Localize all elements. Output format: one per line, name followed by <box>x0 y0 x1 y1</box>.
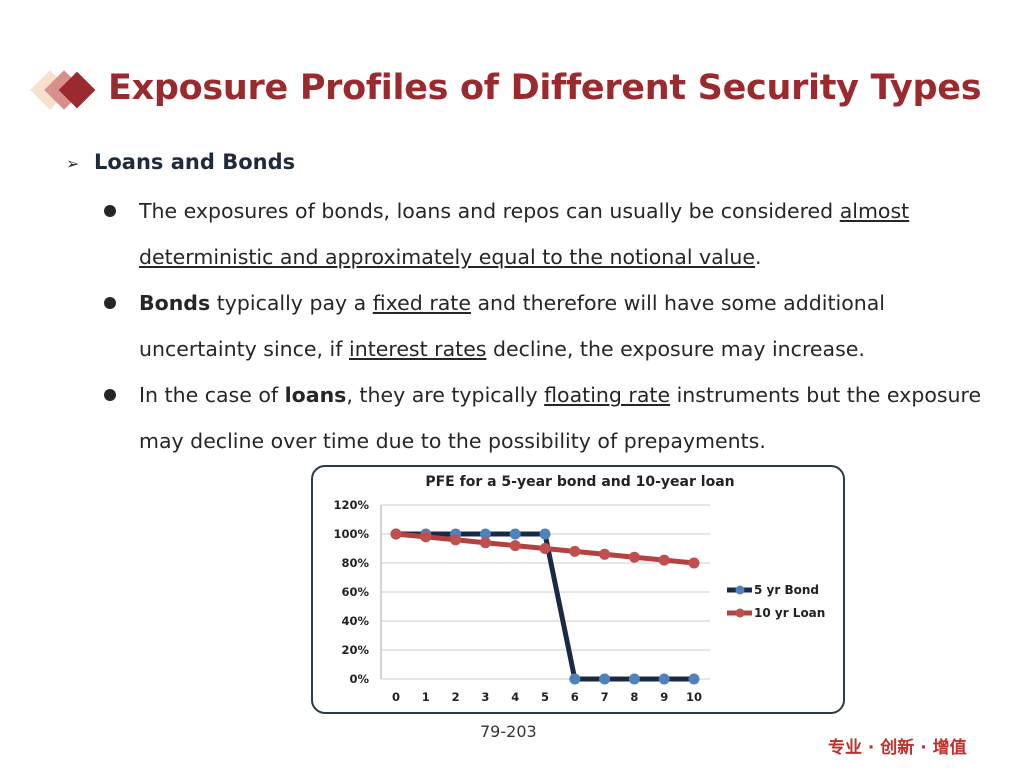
bullet-1: The exposures of bonds, loans and repos … <box>104 188 984 280</box>
bullet-dot-icon <box>104 389 116 401</box>
bullet-dot-icon <box>104 297 116 309</box>
y-tick-label: 120% <box>333 498 369 512</box>
text: The exposures of bonds, loans and repos … <box>139 199 840 223</box>
bold-text: loans <box>284 383 347 407</box>
bullet-dot-icon <box>104 205 116 217</box>
x-tick-label: 1 <box>422 690 430 704</box>
data-point <box>390 528 402 540</box>
data-point <box>658 554 670 566</box>
text: typically pay a <box>210 291 373 315</box>
data-point <box>450 534 462 546</box>
x-tick-label: 4 <box>511 690 519 704</box>
data-point <box>479 537 491 549</box>
bullet-2: Bonds typically pay a fixed rate and the… <box>104 280 984 372</box>
text: instruments but the exposure may decline… <box>139 383 982 453</box>
slogan: 专业 · 创新 · 增值 <box>828 738 967 758</box>
legend-marker <box>735 608 745 618</box>
y-tick-label: 20% <box>341 643 369 657</box>
x-tick-label: 7 <box>601 690 609 704</box>
arrow-bullet-icon: ➢ <box>66 154 80 173</box>
text: decline, the exposure may increase. <box>486 337 865 361</box>
data-point <box>539 528 551 540</box>
y-tick-label: 80% <box>341 556 369 570</box>
data-point <box>479 528 491 540</box>
logo-diamonds-icon <box>30 70 96 110</box>
x-tick-label: 5 <box>541 690 549 704</box>
data-point <box>628 673 640 685</box>
data-point <box>599 548 611 560</box>
data-point <box>658 673 670 685</box>
legend-marker <box>735 585 745 595</box>
bold-text: Bonds <box>139 291 211 315</box>
x-tick-label: 10 <box>686 690 702 704</box>
page-title: Exposure Profiles of Different Security … <box>108 68 982 108</box>
x-tick-label: 6 <box>571 690 579 704</box>
x-tick-label: 2 <box>452 690 460 704</box>
data-point <box>688 557 700 569</box>
underlined-text: interest rates <box>349 337 487 361</box>
x-tick-label: 3 <box>481 690 489 704</box>
text: and therefore will have some additional … <box>139 291 885 361</box>
data-point <box>688 673 700 685</box>
data-point <box>569 545 581 557</box>
legend-label: 5 yr Bond <box>754 583 819 597</box>
y-tick-label: 100% <box>333 527 369 541</box>
section-label: Loans and Bonds <box>94 150 296 174</box>
underlined-text: floating rate <box>544 383 671 407</box>
data-point <box>569 673 581 685</box>
section-heading: ➢ Loans and Bonds <box>66 150 295 174</box>
underlined-text: fixed rate <box>372 291 471 315</box>
x-tick-label: 8 <box>630 690 638 704</box>
y-tick-label: 40% <box>341 614 369 628</box>
data-point <box>509 540 521 552</box>
y-tick-label: 60% <box>341 585 369 599</box>
x-tick-label: 9 <box>660 690 668 704</box>
chart-title: PFE for a 5-year bond and 10-year loan <box>425 474 734 490</box>
underlined-text: almost deterministic and approximately e… <box>139 199 910 269</box>
data-point <box>509 528 521 540</box>
text: , they are typically <box>346 383 545 407</box>
legend-label: 10 yr Loan <box>754 606 825 620</box>
data-point <box>628 551 640 563</box>
page-number: 79-203 <box>480 722 537 741</box>
series-line-0 <box>396 531 694 682</box>
bullet-3: In the case of loans, they are typically… <box>104 372 984 464</box>
data-point <box>420 531 432 543</box>
chart-frame <box>311 465 845 714</box>
data-point <box>599 673 611 685</box>
y-tick-label: 0% <box>349 672 369 686</box>
data-point <box>539 543 551 554</box>
x-tick-label: 0 <box>392 690 400 704</box>
text: . <box>755 245 762 269</box>
text: In the case of <box>139 383 285 407</box>
